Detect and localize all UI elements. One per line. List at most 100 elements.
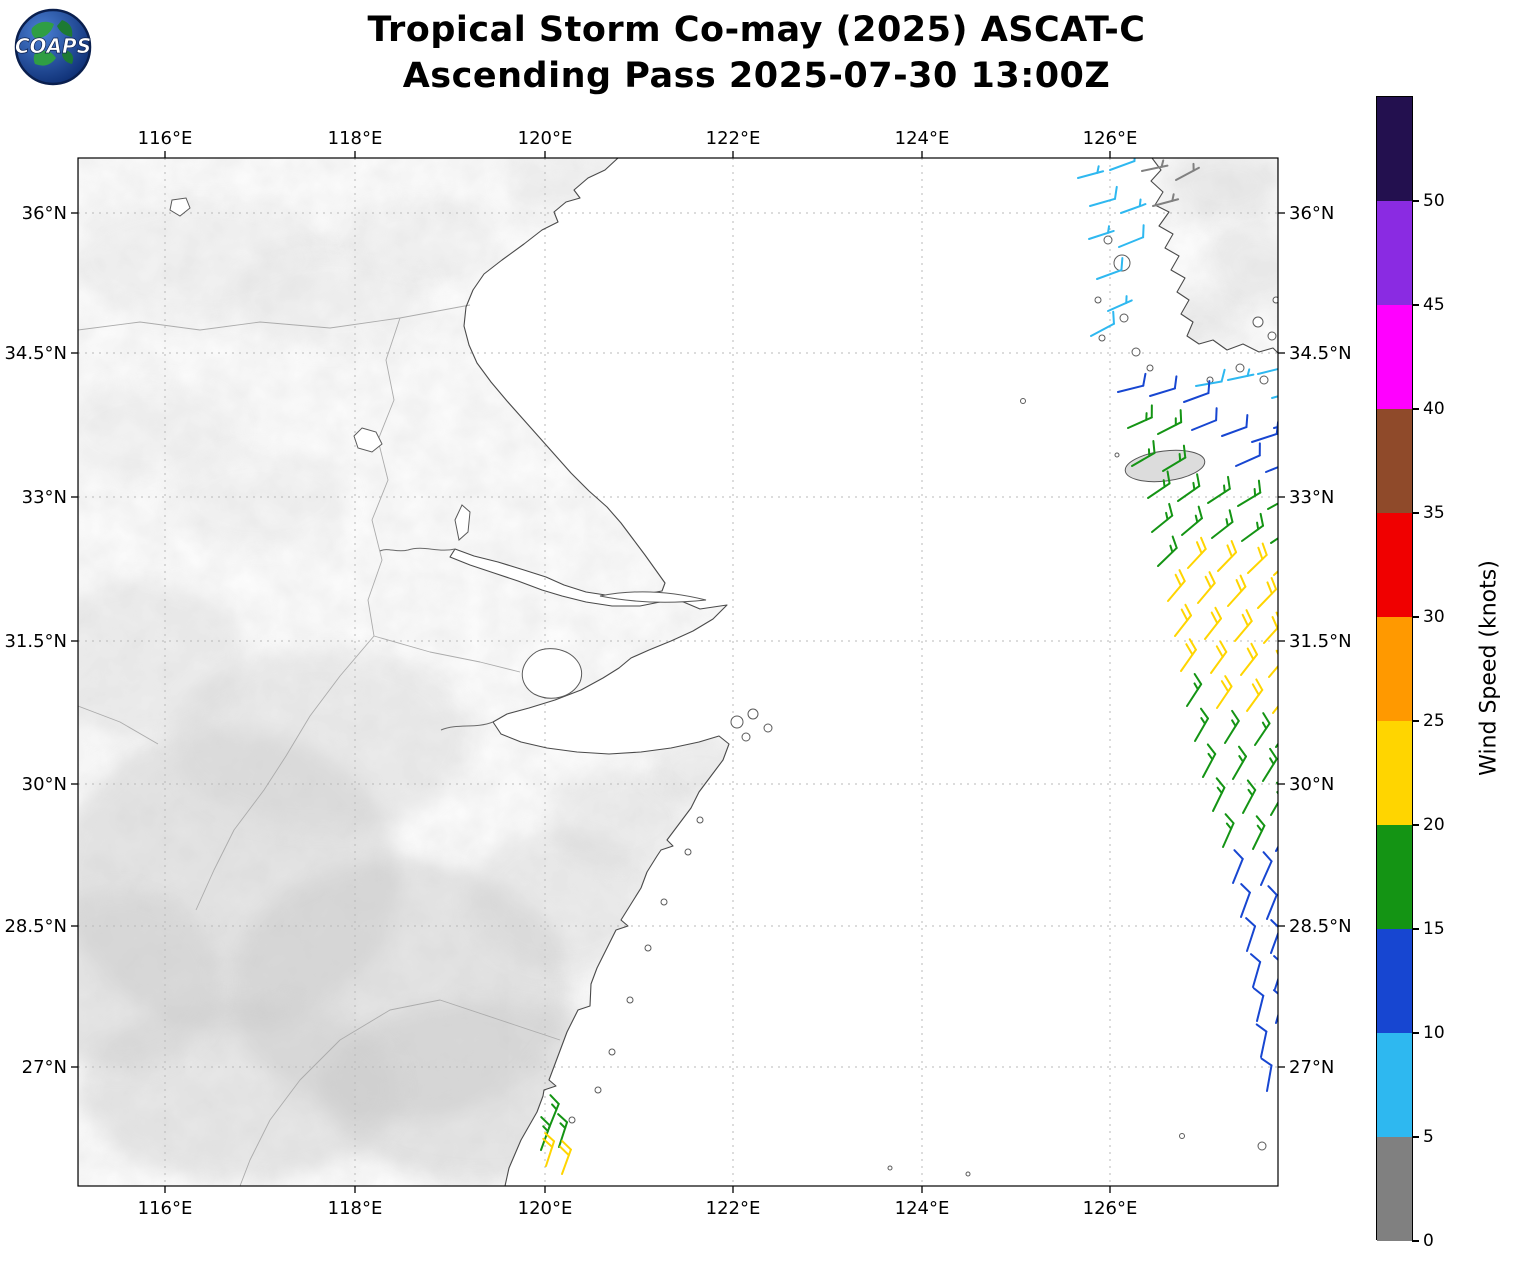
wind-barb: [1157, 409, 1183, 435]
wind-barb: [1131, 439, 1156, 467]
colorbar-tick: [1412, 824, 1419, 826]
yangtze-river: [379, 547, 456, 552]
wind-barb: [1167, 569, 1186, 602]
lat-tick-label-right: 34.5°N: [1289, 343, 1352, 364]
wind-barb: [1089, 185, 1118, 207]
colorbar-tick: [1412, 1136, 1419, 1138]
wind-barb: [1212, 777, 1226, 812]
wind-barb: [1227, 368, 1255, 381]
plot-title: Tropical Storm Co-may (2025) ASCAT-C: [367, 10, 1146, 50]
wind-barb: [1211, 509, 1234, 539]
wind-barb: [1152, 193, 1180, 207]
colorbar-tick: [1412, 304, 1419, 306]
wind-barb: [1197, 571, 1216, 604]
lon-tick-label-top: 126°E: [1083, 128, 1138, 149]
lat-tick-label-left: 27°N: [22, 1057, 67, 1078]
lat-tick-label-right: 33°N: [1289, 487, 1334, 508]
wind-barb: [1273, 420, 1278, 429]
wind-barb: [1181, 505, 1203, 536]
wind-barb: [1257, 577, 1278, 609]
wind-barb: [1090, 310, 1115, 337]
wind-barb: [1266, 885, 1278, 920]
wind-barb: [1254, 712, 1271, 746]
wind-barb: [1242, 779, 1257, 814]
wind-barb: [1234, 609, 1253, 642]
lat-tick-label-right: 27°N: [1289, 1057, 1334, 1078]
wind-barb: [1191, 407, 1218, 431]
wind-barb: [1251, 420, 1278, 443]
small-lake: [169, 197, 191, 217]
colorbar-segment-35-40: [1377, 409, 1412, 513]
wind-barb: [1224, 709, 1240, 744]
wind-barb: [1183, 380, 1211, 403]
lon-tick-label-bottom: 120°E: [518, 1198, 573, 1219]
wind-barb: [1204, 606, 1223, 640]
wind-barb: [1263, 611, 1278, 644]
wind-barb: [1270, 919, 1278, 954]
wind-barb: [1127, 404, 1153, 429]
wind-barb: [1270, 781, 1278, 816]
taihu-lake: [521, 648, 582, 699]
lat-tick-label-left: 36°N: [22, 203, 67, 224]
title-block: Tropical Storm Co-may (2025) ASCAT-C Asc…: [0, 8, 1513, 99]
lon-tick-label-top: 118°E: [328, 128, 383, 149]
colorbar-tick-label: 40: [1423, 399, 1445, 419]
colorbar-segment-45-50: [1377, 201, 1412, 305]
lon-tick-label-top: 122°E: [706, 128, 761, 149]
wind-barb: [1175, 162, 1200, 181]
wind-barb: [548, 1094, 560, 1129]
lat-tick-label-right: 31.5°N: [1289, 631, 1352, 652]
hongze-lake: [353, 427, 383, 453]
colorbar-tick: [1412, 1032, 1419, 1034]
wind-barb: [1252, 815, 1266, 850]
wind-barb: [1232, 849, 1244, 884]
lon-tick-label-top: 116°E: [138, 128, 193, 149]
colorbar-tick: [1412, 616, 1419, 618]
colorbar-tick: [1412, 408, 1419, 410]
wind-barb: [1249, 953, 1262, 988]
colorbar-segment-5-10: [1377, 1033, 1412, 1137]
colorbar-segment-30-35: [1377, 513, 1412, 617]
wind-barb: [1162, 444, 1187, 472]
wind-barb: [1186, 673, 1203, 707]
wind-barb: [1149, 375, 1178, 397]
lat-tick-label-left: 33°N: [22, 487, 67, 508]
colorbar-tick-label: 15: [1423, 919, 1445, 939]
lon-tick-label-bottom: 126°E: [1083, 1198, 1138, 1219]
wind-barb: [1147, 470, 1171, 499]
wind-barb: [559, 1140, 572, 1175]
chongming-island: [599, 591, 707, 603]
offshore-islands: [568, 235, 1278, 1177]
lon-tick-label-bottom: 122°E: [706, 1198, 761, 1219]
wind-barb: [1096, 257, 1124, 280]
wind-barb: [1257, 366, 1278, 375]
wind-barb: [1187, 536, 1207, 569]
lon-tick-label-bottom: 118°E: [328, 1198, 383, 1219]
colorbar-segment-20-25: [1377, 721, 1412, 825]
colorbar-tick-label: 5: [1423, 1127, 1434, 1147]
wind-barb: [1217, 540, 1238, 572]
lat-tick-label-right: 30°N: [1289, 774, 1334, 795]
wind-barb: [1275, 724, 1278, 748]
colorbar-segment-15-20: [1377, 825, 1412, 929]
wind-barb: [1088, 225, 1115, 240]
colorbar-tick-label: 45: [1423, 295, 1445, 315]
colorbar-tick-label: 35: [1423, 503, 1445, 523]
colorbar-tick-label: 50: [1423, 191, 1445, 211]
colorbar-tick-label: 20: [1423, 815, 1445, 835]
colorbar-segment-50-55: [1377, 97, 1412, 201]
qiantang-river: [440, 721, 494, 731]
province-border-layer: [78, 304, 561, 1186]
wind-barb: [1177, 473, 1201, 502]
wind-barb: [1265, 461, 1278, 473]
coaps-globe-icon: COAPS: [15, 8, 91, 86]
colorbar-segment-0-5: [1377, 1137, 1412, 1241]
wind-barb: [1241, 512, 1265, 542]
wind-barb: [1252, 987, 1265, 1022]
lat-tick-label-left: 28.5°N: [4, 916, 67, 937]
colorbar-tick: [1412, 928, 1419, 930]
wind-barb: [1216, 675, 1233, 709]
wind-barb: [1246, 678, 1264, 712]
colorbar-tick: [1412, 200, 1419, 202]
